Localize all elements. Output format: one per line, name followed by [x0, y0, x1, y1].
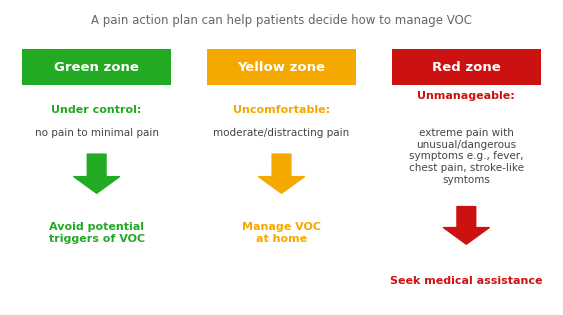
Text: moderate/distracting pain: moderate/distracting pain [213, 128, 350, 138]
Text: A pain action plan can help patients decide how to manage VOC: A pain action plan can help patients dec… [91, 14, 472, 27]
Text: extreme pain with
unusual/dangerous
symptoms e.g., fever,
chest pain, stroke-lik: extreme pain with unusual/dangerous symp… [409, 128, 524, 185]
Text: Unmanageable:: Unmanageable: [417, 91, 515, 101]
Text: Red zone: Red zone [432, 61, 501, 74]
FancyBboxPatch shape [22, 49, 171, 85]
Text: Avoid potential
triggers of VOC: Avoid potential triggers of VOC [48, 222, 145, 244]
Text: Uncomfortable:: Uncomfortable: [233, 105, 330, 115]
Text: Seek medical assistance: Seek medical assistance [390, 276, 543, 286]
FancyBboxPatch shape [392, 49, 541, 85]
FancyBboxPatch shape [207, 49, 356, 85]
Text: Green zone: Green zone [54, 61, 139, 74]
Text: Yellow zone: Yellow zone [238, 61, 325, 74]
Text: Manage VOC
at home: Manage VOC at home [242, 222, 321, 244]
Text: no pain to minimal pain: no pain to minimal pain [35, 128, 159, 138]
Text: Under control:: Under control: [51, 105, 142, 115]
